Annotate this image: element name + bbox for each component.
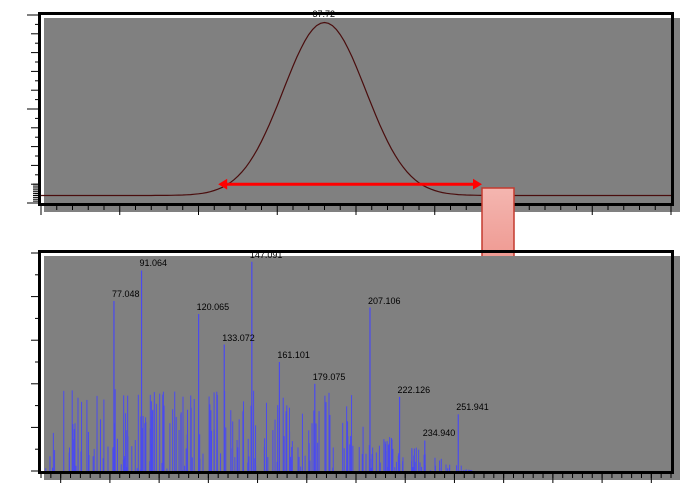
mass-peak-label: 161.101 [277, 350, 310, 360]
mass-peak-label: 234.940 [423, 428, 456, 438]
mass-peak-label: 251.941 [456, 402, 489, 412]
mass-peak-label: 120.065 [197, 302, 230, 312]
mass-peak-label: 222.126 [398, 385, 431, 395]
mass-peak-label: 91.064 [140, 258, 168, 268]
mass-peak-label: 77.048 [112, 289, 140, 299]
bottom-chart-plot [0, 0, 700, 503]
mass-peak-label: 207.106 [368, 296, 401, 306]
mass-peak-label: 179.075 [313, 372, 346, 382]
mass-peak-label: 133.072 [222, 333, 255, 343]
mass-peak-label: 147.091 [250, 250, 283, 260]
